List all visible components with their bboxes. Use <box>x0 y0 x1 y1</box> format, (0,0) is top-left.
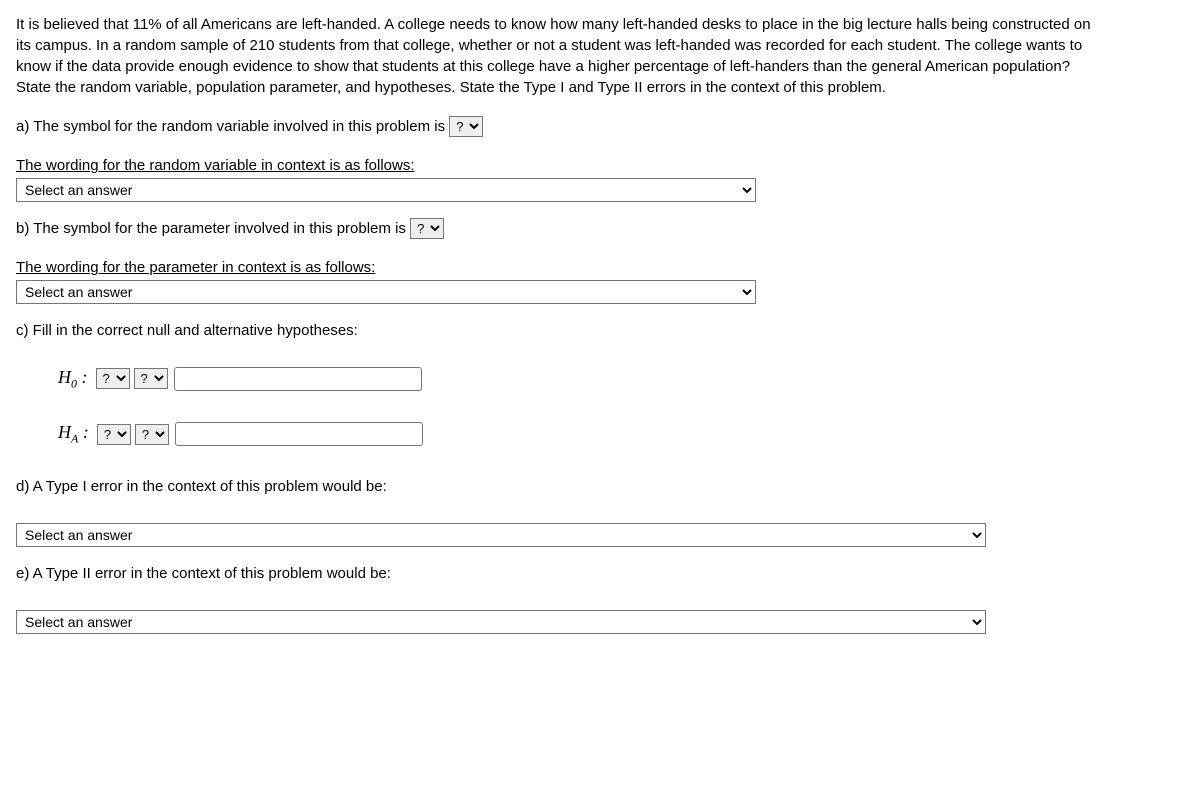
part-a-prefix: a) The symbol for the random variable in… <box>16 118 449 135</box>
h0-label: H0 : <box>58 365 88 392</box>
alt-hypothesis-row: HA : ? ? <box>58 420 1184 447</box>
ha-label: HA : <box>58 420 89 447</box>
part-d: d) A Type I error in the context of this… <box>16 476 1184 547</box>
part-a: a) The symbol for the random variable in… <box>16 116 1184 202</box>
part-b: b) The symbol for the parameter involved… <box>16 218 1184 304</box>
part-c-prompt: c) Fill in the correct null and alternat… <box>16 320 1184 341</box>
h0-value-input[interactable] <box>174 367 422 391</box>
type1-error-select[interactable]: Select an answer <box>16 523 986 547</box>
part-c: c) Fill in the correct null and alternat… <box>16 320 1184 448</box>
part-b-prompt: b) The symbol for the parameter involved… <box>16 218 1184 239</box>
h0-param-select[interactable]: ? <box>96 368 130 389</box>
ha-param-select[interactable]: ? <box>97 424 131 445</box>
param-wording-select[interactable]: Select an answer <box>16 280 756 304</box>
part-e: e) A Type II error in the context of thi… <box>16 563 1184 634</box>
part-a-prompt: a) The symbol for the random variable in… <box>16 116 1184 137</box>
ha-op-select[interactable]: ? <box>135 424 169 445</box>
part-e-prompt: e) A Type II error in the context of thi… <box>16 563 1184 584</box>
hypotheses-block: H0 : ? ? HA : ? ? <box>58 365 1184 448</box>
null-hypothesis-row: H0 : ? ? <box>58 365 1184 392</box>
part-a-wording-line: The wording for the random variable in c… <box>16 155 1184 176</box>
part-b-prefix: b) The symbol for the parameter involved… <box>16 220 410 237</box>
rv-symbol-select[interactable]: ? <box>449 116 483 137</box>
h0-op-select[interactable]: ? <box>134 368 168 389</box>
type2-error-select[interactable]: Select an answer <box>16 610 986 634</box>
problem-intro: It is believed that 11% of all Americans… <box>16 14 1106 98</box>
part-d-prompt: d) A Type I error in the context of this… <box>16 476 1184 497</box>
part-b-wording-line: The wording for the parameter in context… <box>16 257 1184 278</box>
rv-wording-select[interactable]: Select an answer <box>16 178 756 202</box>
param-symbol-select[interactable]: ? <box>410 218 444 239</box>
ha-value-input[interactable] <box>175 422 423 446</box>
